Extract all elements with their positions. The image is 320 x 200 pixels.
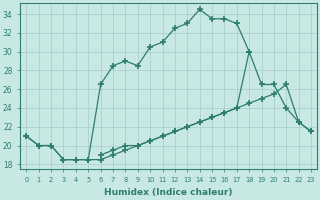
X-axis label: Humidex (Indice chaleur): Humidex (Indice chaleur)	[104, 188, 233, 197]
